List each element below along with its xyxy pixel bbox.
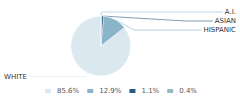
svg-text:12.9%: 12.9% (99, 87, 122, 95)
svg-text:HISPANIC: HISPANIC (203, 26, 236, 34)
svg-text:WHITE: WHITE (4, 73, 27, 81)
svg-text:85.6%: 85.6% (57, 87, 80, 95)
svg-text:ASIAN: ASIAN (215, 17, 236, 25)
svg-text:A.I.: A.I. (225, 8, 236, 16)
svg-text:1.1%: 1.1% (141, 87, 159, 95)
svg-text:0.4%: 0.4% (179, 87, 197, 95)
